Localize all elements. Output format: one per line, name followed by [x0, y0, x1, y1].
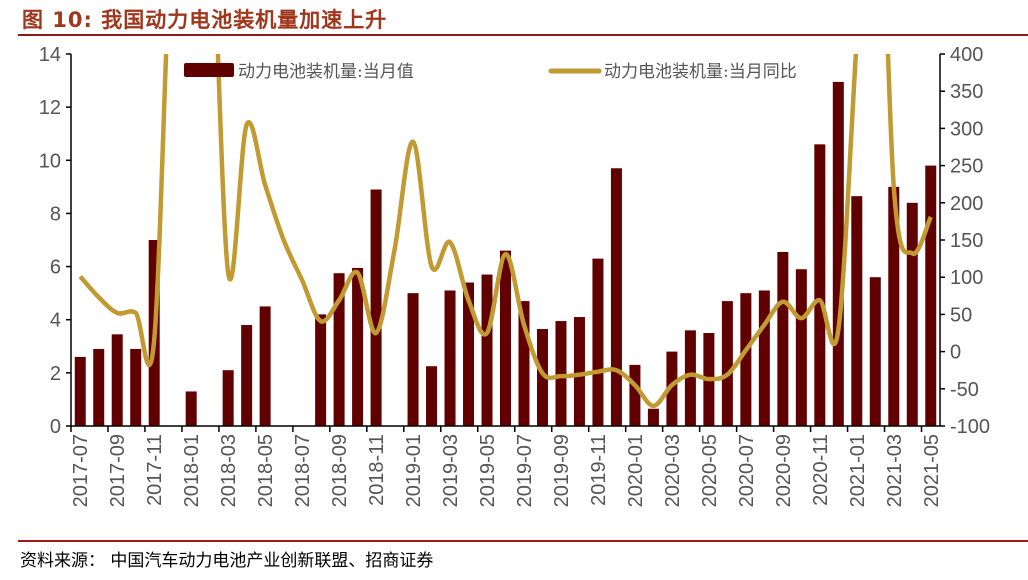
- x-tick-label: 2018-03: [218, 434, 240, 507]
- x-tick-label: 2017-11: [144, 434, 166, 506]
- x-tick-label: 2018-05: [255, 434, 277, 507]
- source-divider: [18, 540, 1028, 542]
- bar-2019-01: [407, 293, 419, 426]
- left-tick-label: 0: [50, 416, 61, 438]
- x-tick-label: 2021-05: [921, 434, 943, 507]
- bar-2020-01: [629, 364, 641, 426]
- bar-2019-06: [500, 250, 511, 426]
- bar-2018-05: [259, 306, 271, 426]
- left-tick-label: 4: [50, 310, 61, 332]
- x-tick-label: 2021-03: [884, 434, 906, 507]
- right-tick-label: -50: [950, 379, 979, 401]
- x-tick-label: 2020-09: [773, 434, 795, 507]
- bar-2018-04: [241, 325, 253, 426]
- yoy-line: [78, 54, 933, 409]
- bar-2019-12: [610, 168, 622, 426]
- bar-2020-02: [647, 408, 659, 426]
- bar-2019-05: [481, 274, 493, 426]
- left-tick-label: 10: [39, 150, 61, 172]
- figure-title: 图 10: 我国动力电池装机量加速上升: [22, 8, 388, 32]
- title-divider: [18, 34, 1028, 36]
- right-tick-label: 250: [950, 156, 983, 178]
- x-tick-label: 2020-05: [699, 434, 721, 507]
- bar-2019-04: [463, 282, 475, 426]
- bar-2021-04: [906, 202, 918, 426]
- bar-2020-10: [795, 269, 807, 426]
- x-tick-label: 2019-09: [551, 434, 573, 507]
- right-tick-label: 150: [950, 230, 983, 252]
- x-tick-label: 2020-11: [810, 434, 832, 506]
- x-tick-label: 2021-01: [847, 434, 869, 507]
- bar-2020-04: [684, 330, 696, 426]
- left-tick-label: 12: [39, 97, 61, 119]
- right-tick-label: 200: [950, 193, 983, 215]
- bar-2021-01: [851, 196, 863, 426]
- bar-2018-10: [352, 267, 364, 426]
- x-tick-label: 2017-07: [70, 434, 92, 507]
- x-tick-label: 2019-05: [477, 434, 499, 507]
- right-tick-label: 0: [950, 342, 961, 364]
- bar-2019-11: [592, 258, 604, 426]
- x-tick-label: 2019-01: [403, 434, 425, 507]
- bar-2021-03: [888, 186, 900, 426]
- bar-2020-06: [721, 301, 733, 426]
- bar-2019-10: [573, 317, 585, 426]
- source-note: 资料来源： 中国汽车动力电池产业创新联盟、招商证券: [20, 551, 434, 571]
- left-tick-label: 2: [50, 363, 61, 385]
- x-tick-label: 2018-07: [292, 434, 314, 507]
- x-tick-label: 2018-09: [329, 434, 351, 507]
- x-tick-label: 2019-03: [440, 434, 462, 507]
- bar-2020-03: [666, 351, 678, 426]
- left-tick-label: 6: [50, 257, 61, 279]
- right-tick-label: 100: [950, 267, 983, 289]
- x-tick-label: 2017-09: [107, 434, 129, 507]
- right-tick-label: 400: [950, 44, 983, 66]
- bar-2018-08: [315, 314, 327, 426]
- left-tick-label: 8: [50, 203, 61, 225]
- bar-2018-03: [222, 370, 234, 426]
- bar-2021-02: [869, 277, 881, 426]
- x-tick-label: 2019-07: [514, 434, 536, 507]
- x-tick-label: 2020-01: [625, 434, 647, 507]
- right-tick-label: 350: [950, 81, 983, 103]
- legend-bar-label: 动力电池装机量:当月值: [238, 62, 414, 82]
- bar-2020-07: [740, 293, 752, 426]
- bar-2019-03: [444, 290, 456, 426]
- legend-bar-swatch: [184, 63, 234, 77]
- left-tick-label: 14: [39, 44, 61, 66]
- bar-2018-11: [370, 189, 382, 426]
- bar-2017-08: [93, 348, 105, 426]
- bar-2019-09: [555, 321, 567, 426]
- bar-2018-09: [333, 273, 345, 426]
- bar-2020-09: [777, 251, 789, 426]
- legend-line-label: 动力电池装机量:当月同比: [604, 62, 797, 82]
- bar-2017-10: [130, 348, 142, 426]
- bar-2018-01: [185, 391, 197, 426]
- x-tick-label: 2018-11: [366, 434, 388, 506]
- x-tick-label: 2020-07: [736, 434, 758, 507]
- bar-2017-09: [111, 334, 123, 426]
- right-tick-label: -100: [950, 416, 990, 438]
- right-tick-label: 50: [950, 304, 972, 326]
- bar-2020-12: [832, 81, 844, 427]
- x-tick-label: 2019-11: [588, 434, 610, 506]
- right-tick-label: 300: [950, 118, 983, 140]
- bar-2021-05: [925, 165, 937, 426]
- chart: 0 2 4 6 8 10 12 14 -100 -50 0 50 100 150 200 250 300 350 4…: [39, 44, 990, 507]
- bar-2019-02: [426, 366, 438, 426]
- bar-2017-07: [74, 356, 86, 426]
- bar-2020-08: [758, 290, 770, 426]
- x-tick-label: 2018-01: [181, 434, 203, 507]
- bar-2019-08: [536, 329, 548, 426]
- bar-2019-07: [518, 301, 530, 426]
- x-tick-label: 2020-03: [662, 434, 684, 507]
- bar-2020-11: [814, 144, 826, 427]
